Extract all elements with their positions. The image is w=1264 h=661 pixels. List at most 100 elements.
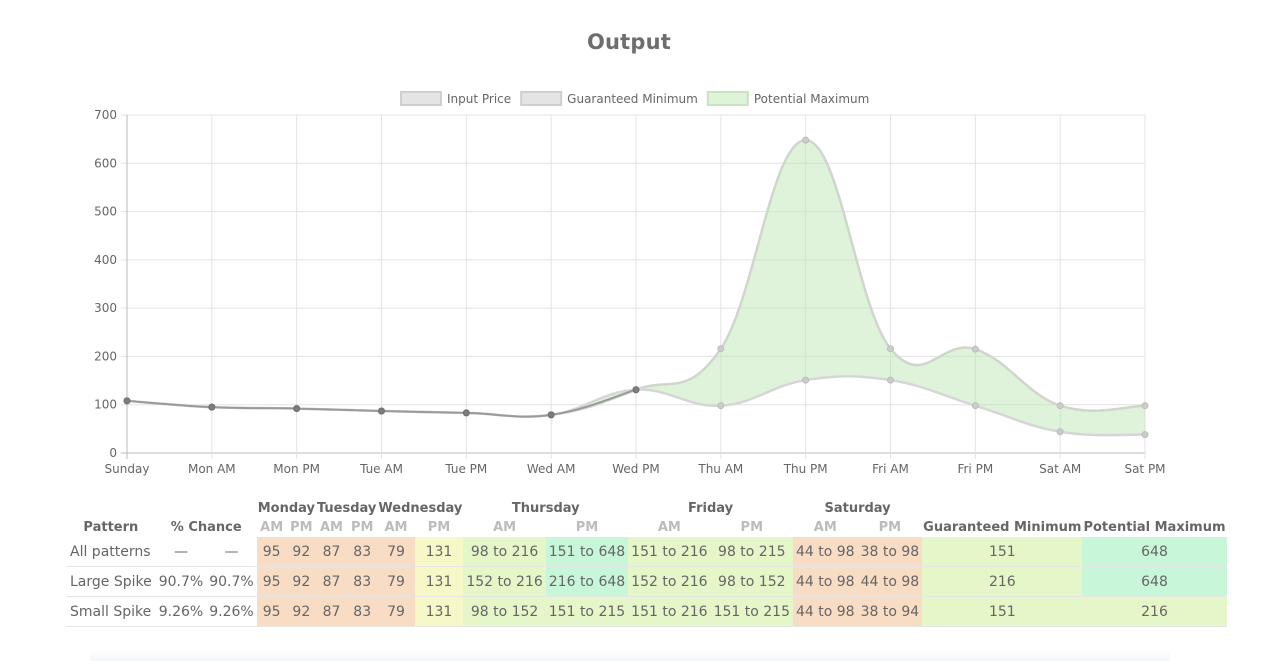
x-tick-label: Sat AM xyxy=(1039,462,1081,476)
point-input-price xyxy=(547,411,555,419)
price-cell: 92 xyxy=(286,566,316,597)
x-tick-label: Sat PM xyxy=(1124,462,1165,476)
page-footer-shadow xyxy=(90,650,1170,661)
price-cell: 131 xyxy=(414,566,464,597)
y-tick-label: 200 xyxy=(94,349,117,363)
y-tick-label: 700 xyxy=(94,108,117,122)
price-cell: 151 to 216 xyxy=(628,537,711,567)
price-cell: 79 xyxy=(377,566,415,597)
x-tick-label: Fri PM xyxy=(957,462,993,476)
legend-swatch xyxy=(706,91,749,106)
table-row: Small Spike 9.26% 9.26% 95 92 87 83 79 131 98 to … xyxy=(66,596,1227,627)
potential-maximum-cell: 216 xyxy=(1082,596,1227,627)
header-row-periods: Pattern % Chance AM PM AM PM AM PM AM PM… xyxy=(66,518,1227,537)
chart-grid xyxy=(121,114,1146,459)
chance-cell: — xyxy=(155,537,207,567)
guaranteed-minimum-cell: 151 xyxy=(922,596,1083,627)
price-cell: 98 to 152 xyxy=(710,566,793,597)
legend-label: Input Price xyxy=(447,92,511,106)
day-header: Friday xyxy=(688,501,734,516)
point-potential-maximum xyxy=(1141,402,1149,410)
pattern-name: Small Spike xyxy=(66,596,156,627)
period-header: PM xyxy=(427,520,451,535)
day-header: Saturday xyxy=(824,501,891,516)
chance-cell: 9.26% xyxy=(206,596,257,627)
point-guaranteed-minimum xyxy=(887,376,894,384)
pattern-name: All patterns xyxy=(66,537,156,567)
price-cell: 131 xyxy=(414,537,464,567)
day-header: Tuesday xyxy=(316,501,377,516)
price-cell: 151 to 216 xyxy=(628,596,711,627)
price-cell: 44 to 98 xyxy=(792,566,858,597)
price-cell: 79 xyxy=(377,537,415,567)
price-cell: 152 to 216 xyxy=(463,566,546,597)
price-cell: 151 to 215 xyxy=(710,596,793,627)
period-header: AM xyxy=(320,520,343,535)
period-header: AM xyxy=(813,520,837,535)
x-tick-label: Wed AM xyxy=(527,462,576,476)
period-header: PM xyxy=(350,520,374,535)
x-tick-label: Mon PM xyxy=(273,462,320,476)
price-cell: 151 to 648 xyxy=(545,537,629,567)
price-cell: 95 xyxy=(256,596,287,627)
period-header: PM xyxy=(575,520,599,535)
price-cell: 95 xyxy=(256,537,287,567)
price-cell: 79 xyxy=(377,596,415,627)
price-cell: 152 to 216 xyxy=(628,566,711,597)
price-cell: 98 to 216 xyxy=(463,537,546,567)
chance-cell: — xyxy=(206,537,257,567)
y-tick-label: 400 xyxy=(94,253,117,267)
point-guaranteed-minimum xyxy=(1056,428,1064,436)
price-cell: 83 xyxy=(347,566,378,597)
point-potential-maximum xyxy=(717,345,725,353)
price-cell: 38 to 94 xyxy=(857,596,923,627)
period-header: AM xyxy=(657,520,681,535)
y-tick-label: 600 xyxy=(94,156,117,170)
potential-range-fill xyxy=(127,140,1145,436)
pattern-name: Large Spike xyxy=(66,566,156,597)
x-tick-label: Wed PM xyxy=(612,462,660,476)
y-axis: 0 100 200 300 400 500 600 700 xyxy=(94,108,117,460)
potential-maximum-cell: 648 xyxy=(1082,537,1227,567)
point-potential-maximum xyxy=(1056,402,1064,410)
price-cell: 44 to 98 xyxy=(792,596,858,627)
table-body: All patterns — —95 92 87 83 79 131 98 to 216 151 … xyxy=(66,537,1227,627)
price-cell: 92 xyxy=(286,596,316,627)
price-cell: 216 to 648 xyxy=(545,566,629,597)
period-header: PM xyxy=(878,520,902,535)
period-header: AM xyxy=(493,520,517,535)
x-tick-label: Mon AM xyxy=(188,462,236,476)
x-tick-label: Tue PM xyxy=(444,462,487,476)
price-cell: 92 xyxy=(286,537,316,567)
x-tick-label: Tue AM xyxy=(359,462,403,476)
day-header: Thursday xyxy=(511,501,580,516)
page-title: Output xyxy=(586,30,672,54)
price-cell: 38 to 98 xyxy=(857,537,923,567)
legend-label: Guaranteed Minimum xyxy=(567,92,698,106)
y-tick-label: 300 xyxy=(94,301,117,315)
period-header: AM xyxy=(260,520,284,535)
point-input-price xyxy=(462,409,470,417)
x-axis: Sunday Mon AM Mon PM Tue AM Tue PM Wed AM Wed … xyxy=(105,462,1166,476)
chance-header: % Chance xyxy=(170,520,242,535)
point-guaranteed-minimum xyxy=(717,402,725,410)
point-input-price xyxy=(123,397,131,405)
y-tick-label: 100 xyxy=(94,398,117,412)
table-row: All patterns — —95 92 87 83 79 131 98 to 216 151 … xyxy=(66,537,1227,567)
point-input-price xyxy=(632,386,640,394)
price-cell: 131 xyxy=(414,596,464,627)
header-row-days: Monday Tuesday Wednesday Thursday Friday… xyxy=(66,499,1227,518)
point-potential-maximum xyxy=(802,136,810,144)
point-input-price xyxy=(293,405,301,413)
chance-cell: 90.7% xyxy=(206,566,257,597)
chart-points xyxy=(123,136,1149,439)
guaranteed-minimum-cell: 151 xyxy=(922,537,1083,567)
price-cell: 83 xyxy=(347,537,378,567)
point-guaranteed-minimum xyxy=(802,376,810,384)
point-guaranteed-minimum xyxy=(1141,431,1149,439)
price-cell: 98 to 152 xyxy=(463,596,546,627)
period-header: AM xyxy=(384,520,408,535)
point-input-price xyxy=(208,403,216,411)
x-tick-label: Fri AM xyxy=(872,462,909,476)
price-cell: 87 xyxy=(315,566,348,597)
